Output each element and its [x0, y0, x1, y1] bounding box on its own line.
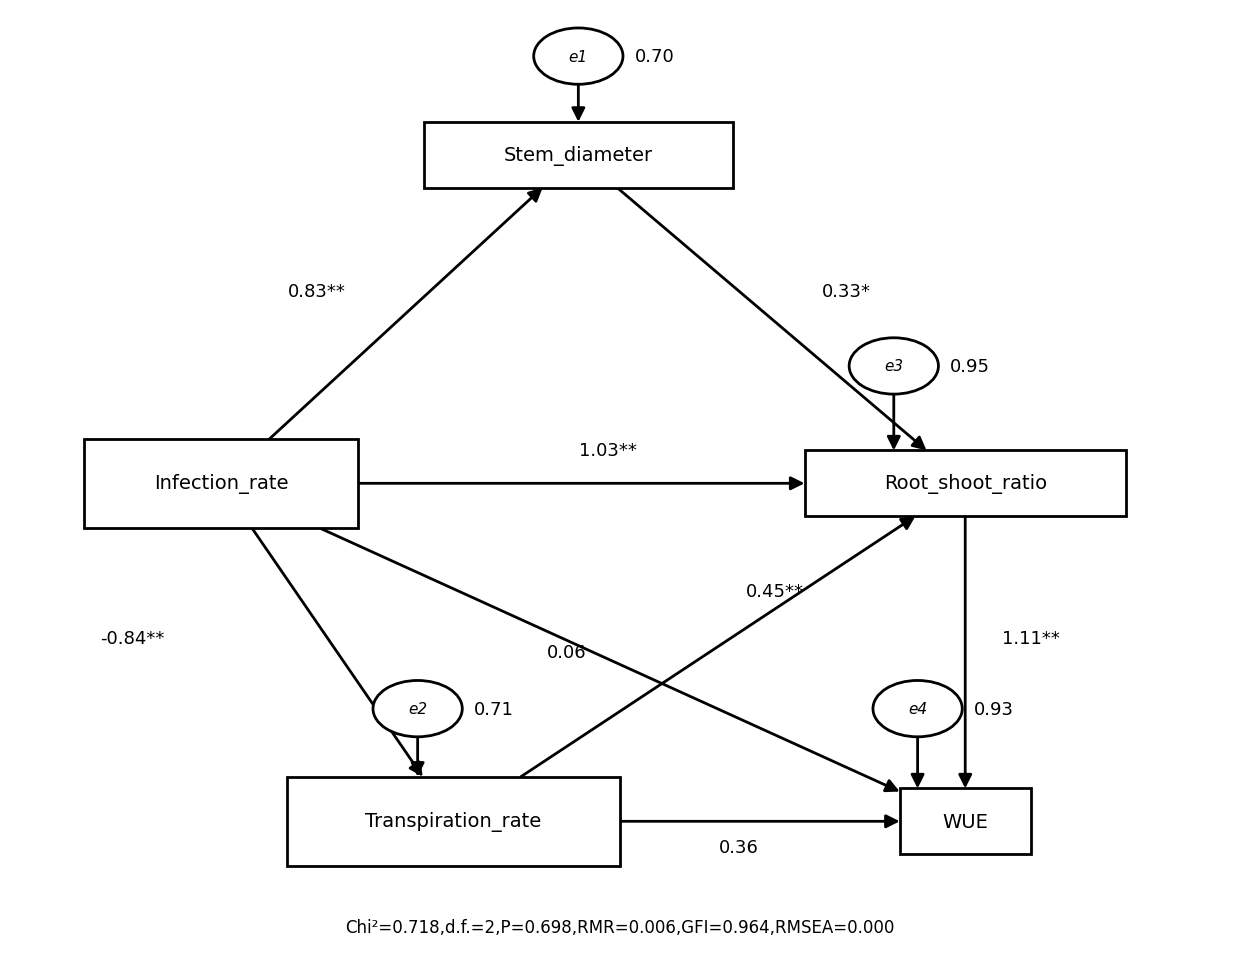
FancyBboxPatch shape [424, 123, 733, 189]
FancyBboxPatch shape [286, 777, 620, 866]
Ellipse shape [533, 29, 622, 85]
Text: 0.70: 0.70 [635, 48, 675, 66]
Text: Infection_rate: Infection_rate [154, 474, 289, 493]
Text: 0.83**: 0.83** [288, 282, 346, 301]
Text: 0.71: 0.71 [474, 700, 515, 718]
Text: 1.11**: 1.11** [1002, 629, 1060, 648]
FancyBboxPatch shape [805, 451, 1126, 517]
Text: Chi²=0.718,d.f.=2,P=0.698,RMR=0.006,GFI=0.964,RMSEA=0.000: Chi²=0.718,d.f.=2,P=0.698,RMR=0.006,GFI=… [345, 918, 895, 936]
Text: e2: e2 [408, 701, 428, 716]
Text: e3: e3 [884, 360, 904, 374]
Text: 0.06: 0.06 [547, 644, 587, 661]
FancyBboxPatch shape [900, 788, 1030, 854]
Ellipse shape [849, 338, 939, 395]
Text: Root_shoot_ratio: Root_shoot_ratio [884, 474, 1047, 493]
Ellipse shape [873, 681, 962, 737]
Text: Stem_diameter: Stem_diameter [503, 146, 653, 165]
Text: 0.45**: 0.45** [745, 582, 804, 601]
Text: 0.36: 0.36 [719, 838, 759, 856]
FancyBboxPatch shape [84, 440, 358, 529]
Text: 0.95: 0.95 [950, 358, 991, 375]
Text: e4: e4 [908, 701, 928, 716]
Text: -0.84**: -0.84** [99, 629, 164, 648]
Text: 0.33*: 0.33* [822, 282, 870, 301]
Ellipse shape [373, 681, 463, 737]
Text: e1: e1 [569, 50, 588, 64]
Text: WUE: WUE [942, 812, 988, 831]
Text: 1.03**: 1.03** [579, 442, 637, 460]
Text: 0.93: 0.93 [975, 700, 1014, 718]
Text: Transpiration_rate: Transpiration_rate [366, 812, 542, 831]
